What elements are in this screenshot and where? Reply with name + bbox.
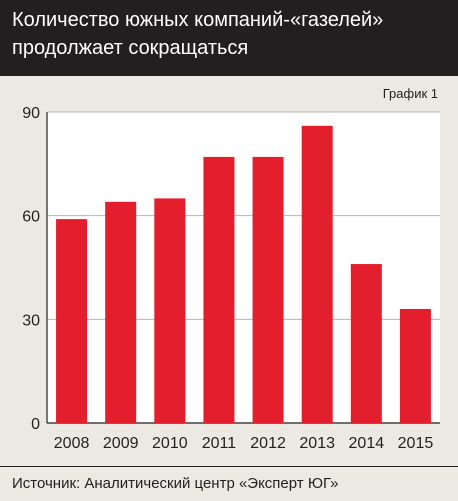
x-tick-label: 2009 xyxy=(103,435,139,452)
x-tick-label: 2011 xyxy=(202,435,237,452)
chart-title-line-1: Количество южных компаний-«газелей» xyxy=(12,9,384,31)
bar xyxy=(203,156,235,423)
bar xyxy=(399,308,431,423)
bar xyxy=(252,156,284,423)
x-tick-label: 2014 xyxy=(349,435,385,452)
y-tick-label: 0 xyxy=(31,416,40,433)
x-tick-label: 2010 xyxy=(152,435,188,452)
bar xyxy=(154,198,186,423)
y-tick-label: 90 xyxy=(22,105,40,122)
chart-number-label: График 1 xyxy=(382,86,438,101)
y-tick-label: 60 xyxy=(22,209,40,226)
chart-title-line-2: продолжает сокращаться xyxy=(12,37,249,59)
bar xyxy=(56,219,88,423)
source-footer: Источник: Аналитический центр «Эксперт Ю… xyxy=(0,466,458,501)
x-tick-label: 2015 xyxy=(398,435,434,452)
y-tick-label: 30 xyxy=(22,312,40,329)
bar-chart: 0 30 60 90 2008 2009 2010 2011 2012 2013 2014 2015 xyxy=(22,105,440,452)
chart-header: Количество южных компаний-«газелей» прод… xyxy=(0,0,458,76)
x-tick-label: 2008 xyxy=(54,435,90,452)
source-text: Источник: Аналитический центр «Эксперт Ю… xyxy=(12,475,339,492)
x-tick-label: 2013 xyxy=(299,435,335,452)
bar xyxy=(301,125,333,424)
bar xyxy=(105,201,137,423)
bar xyxy=(350,264,382,423)
x-tick-label: 2012 xyxy=(250,435,286,452)
